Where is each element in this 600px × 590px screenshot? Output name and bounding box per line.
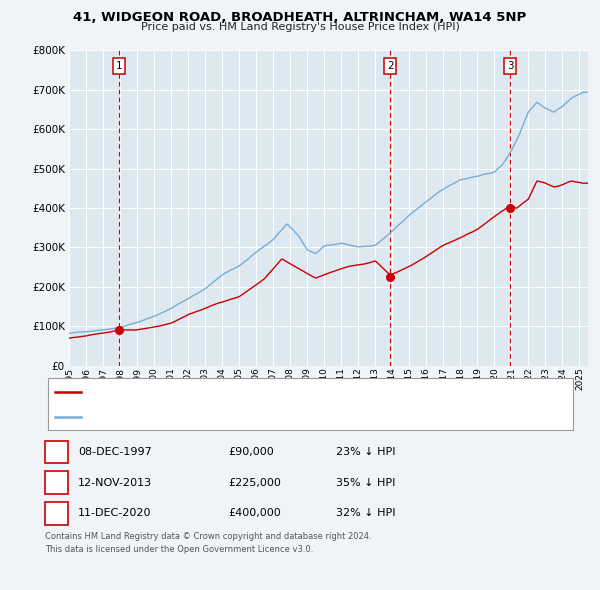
- Text: 2: 2: [53, 478, 60, 487]
- Text: 3: 3: [53, 509, 60, 518]
- Text: 1: 1: [53, 447, 60, 457]
- Text: Price paid vs. HM Land Registry's House Price Index (HPI): Price paid vs. HM Land Registry's House …: [140, 22, 460, 32]
- Text: £225,000: £225,000: [228, 478, 281, 487]
- Text: £400,000: £400,000: [228, 509, 281, 518]
- Text: 35% ↓ HPI: 35% ↓ HPI: [336, 478, 395, 487]
- Text: £90,000: £90,000: [228, 447, 274, 457]
- Text: 12-NOV-2013: 12-NOV-2013: [78, 478, 152, 487]
- Text: 11-DEC-2020: 11-DEC-2020: [78, 509, 151, 518]
- Text: Contains HM Land Registry data © Crown copyright and database right 2024.: Contains HM Land Registry data © Crown c…: [45, 532, 371, 540]
- Text: HPI: Average price, detached house, Trafford: HPI: Average price, detached house, Traf…: [87, 412, 305, 421]
- Text: 41, WIDGEON ROAD, BROADHEATH, ALTRINCHAM, WA14 5NP (detached house): 41, WIDGEON ROAD, BROADHEATH, ALTRINCHAM…: [87, 387, 476, 397]
- Text: 41, WIDGEON ROAD, BROADHEATH, ALTRINCHAM, WA14 5NP: 41, WIDGEON ROAD, BROADHEATH, ALTRINCHAM…: [73, 11, 527, 24]
- Text: 2: 2: [387, 61, 394, 71]
- Text: This data is licensed under the Open Government Licence v3.0.: This data is licensed under the Open Gov…: [45, 545, 313, 553]
- Text: 1: 1: [116, 61, 122, 71]
- Text: 08-DEC-1997: 08-DEC-1997: [78, 447, 152, 457]
- Text: 32% ↓ HPI: 32% ↓ HPI: [336, 509, 395, 518]
- Text: 23% ↓ HPI: 23% ↓ HPI: [336, 447, 395, 457]
- Text: 3: 3: [507, 61, 514, 71]
